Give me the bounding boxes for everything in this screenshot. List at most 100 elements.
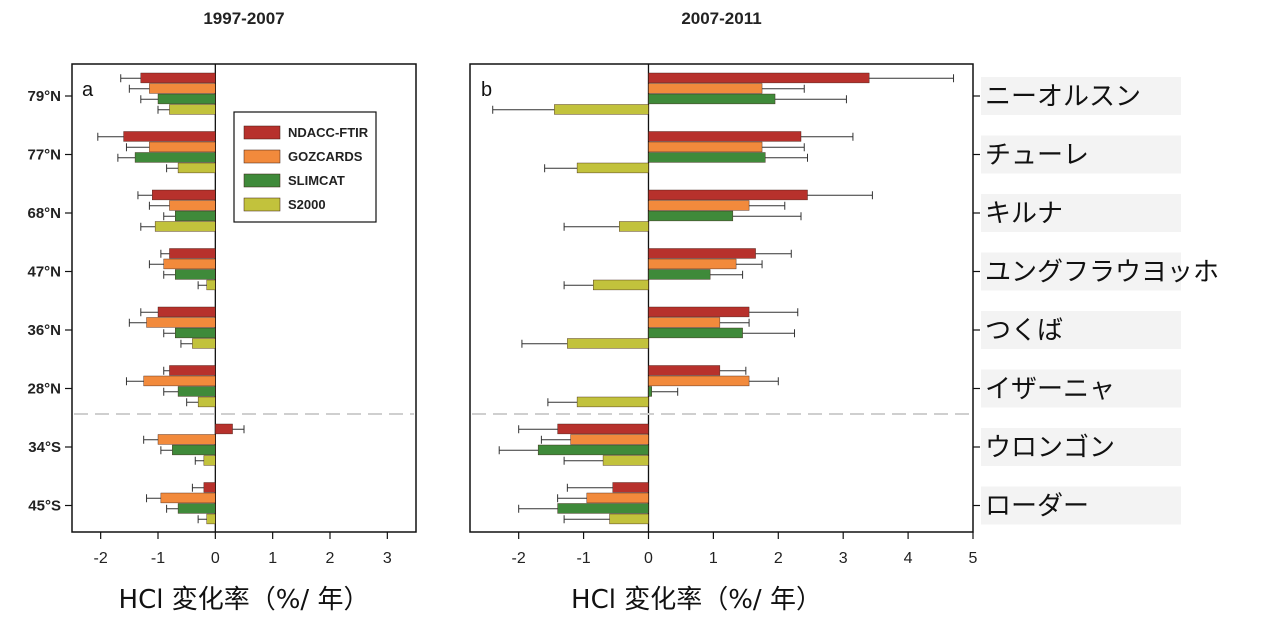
- legend-swatch-gozcards: [244, 150, 280, 163]
- bar-slimcat: [648, 153, 765, 163]
- bar-ndacc-ftir: [169, 249, 215, 259]
- x-tick-label: 0: [211, 550, 220, 567]
- bar-gozcards: [147, 318, 216, 328]
- category-label: 36°N: [27, 322, 61, 339]
- bar-s2000: [169, 105, 215, 115]
- bar-s2000: [577, 163, 648, 173]
- bar-ndacc-ftir: [648, 366, 719, 376]
- bar-s2000: [178, 163, 215, 173]
- panel-title: 1997-2007: [203, 9, 284, 28]
- bar-ndacc-ftir: [169, 366, 215, 376]
- site-label: ローダー: [985, 492, 1089, 522]
- x-tick-label: -2: [94, 550, 108, 567]
- bar-gozcards: [587, 493, 649, 503]
- bar-s2000: [554, 105, 648, 115]
- bar-ndacc-ftir: [558, 424, 649, 434]
- bar-gozcards: [648, 84, 762, 94]
- bar-gozcards: [169, 201, 215, 211]
- panel-title: 2007-2011: [681, 9, 761, 28]
- bar-ndacc-ftir: [648, 132, 801, 142]
- bar-slimcat: [648, 387, 651, 397]
- bar-gozcards: [149, 142, 215, 152]
- bar-slimcat: [648, 270, 710, 280]
- bar-slimcat: [135, 153, 215, 163]
- bar-s2000: [192, 339, 215, 349]
- bar-s2000: [567, 339, 648, 349]
- category-label: 77°N: [27, 147, 61, 164]
- bar-gozcards: [648, 376, 749, 386]
- x-tick-label: 3: [383, 550, 392, 567]
- site-label: つくば: [985, 316, 1063, 346]
- legend-swatch-s2000: [244, 198, 280, 211]
- bar-gozcards: [161, 493, 215, 503]
- x-tick-label: 3: [839, 550, 848, 567]
- bar-slimcat: [175, 211, 215, 221]
- x-tick-label: 5: [969, 550, 978, 567]
- bar-s2000: [593, 280, 648, 290]
- bar-gozcards: [144, 376, 216, 386]
- category-label: 68°N: [27, 205, 61, 222]
- x-tick-label: -2: [512, 550, 526, 567]
- bar-s2000: [619, 222, 648, 232]
- bar-ndacc-ftir: [648, 307, 749, 317]
- bar-slimcat: [648, 94, 775, 104]
- bar-s2000: [577, 397, 648, 407]
- bar-slimcat: [178, 504, 215, 514]
- bar-s2000: [207, 280, 216, 290]
- x-tick-label: -1: [151, 550, 165, 567]
- bar-s2000: [610, 514, 649, 524]
- bar-slimcat: [178, 387, 215, 397]
- x-tick-label: 2: [774, 550, 783, 567]
- x-tick-label: 1: [709, 550, 718, 567]
- x-axis-label: HCl 変化率（%/ 年）: [119, 585, 370, 615]
- category-label: 45°S: [28, 498, 61, 515]
- bar-gozcards: [164, 259, 216, 269]
- panel-b: 2007-2011 b -2 -1 0 1 2 3 4 5 HCl 変化率（%/ 年） ニーオルスンチ…: [470, 9, 1219, 615]
- bar-s2000: [204, 456, 215, 466]
- bar-gozcards: [648, 201, 749, 211]
- x-tick-label: 2: [326, 550, 335, 567]
- bar-gozcards: [158, 435, 215, 445]
- panel-a: 1997-2007 a -2 -1 0 1 2 3 HCl 変化率（%/ 年） 79°N 77°N 6…: [27, 9, 416, 615]
- bar-ndacc-ftir: [204, 483, 215, 493]
- bar-ndacc-ftir: [124, 132, 216, 142]
- bar-slimcat: [158, 94, 215, 104]
- x-tick-label: -1: [576, 550, 590, 567]
- site-label: ユングフラウヨッホ: [985, 258, 1219, 288]
- bar-ndacc-ftir: [648, 73, 869, 83]
- site-label: ウロンゴン: [985, 433, 1115, 463]
- site-label: ニーオルスン: [985, 82, 1141, 112]
- legend-label: GOZCARDS: [288, 149, 363, 164]
- bar-ndacc-ftir: [648, 190, 807, 200]
- category-label: 79°N: [27, 88, 61, 105]
- category-label: 34°S: [28, 439, 61, 456]
- x-tick-label: 1: [268, 550, 277, 567]
- bar-s2000: [155, 222, 215, 232]
- bar-slimcat: [648, 328, 742, 338]
- category-label: 28°N: [27, 381, 61, 398]
- legend-swatch-slimcat: [244, 174, 280, 187]
- bar-ndacc-ftir: [141, 73, 216, 83]
- legend-swatch-ndacc-ftir: [244, 126, 280, 139]
- bar-ndacc-ftir: [158, 307, 215, 317]
- bar-ndacc-ftir: [613, 483, 649, 493]
- bar-gozcards: [571, 435, 649, 445]
- bar-gozcards: [149, 84, 215, 94]
- bar-gozcards: [648, 259, 736, 269]
- site-label: キルナ: [985, 199, 1063, 229]
- bar-s2000: [603, 456, 648, 466]
- category-label: 47°N: [27, 264, 61, 281]
- bar-slimcat: [558, 504, 649, 514]
- bar-gozcards: [648, 318, 719, 328]
- legend-label: S2000: [288, 197, 326, 212]
- panel-letter: b: [481, 79, 492, 101]
- legend-label: NDACC-FTIR: [288, 125, 369, 140]
- x-tick-label: 4: [904, 550, 913, 567]
- bar-slimcat: [538, 445, 648, 455]
- site-label: イザーニャ: [985, 375, 1115, 405]
- bar-slimcat: [175, 270, 215, 280]
- bar-slimcat: [172, 445, 215, 455]
- site-label: チューレ: [985, 141, 1089, 171]
- bar-gozcards: [648, 142, 762, 152]
